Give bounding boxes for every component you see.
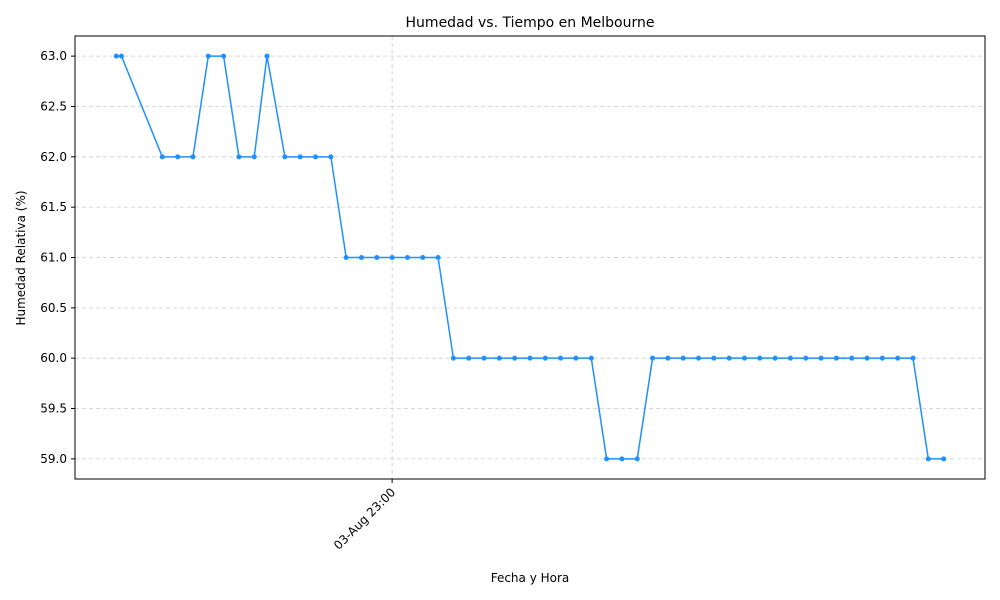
- y-tick-label: 62.0: [40, 150, 67, 164]
- y-tick-label: 62.5: [40, 99, 67, 113]
- data-point: [404, 255, 410, 260]
- data-point: [604, 456, 610, 462]
- data-point: [665, 355, 671, 361]
- data-point: [205, 53, 211, 59]
- data-point: [864, 355, 870, 361]
- chart-title: Humedad vs. Tiempo en Melbourne: [406, 15, 655, 31]
- data-point: [450, 355, 456, 361]
- y-tick-label: 60.5: [40, 301, 67, 315]
- data-point: [389, 255, 395, 260]
- data-point: [772, 355, 778, 361]
- y-axis-label: Humedad Relativa (%): [14, 190, 28, 325]
- y-tick-label: 61.5: [40, 200, 67, 214]
- data-point: [757, 355, 763, 361]
- data-point: [221, 53, 227, 59]
- data-point: [159, 154, 165, 160]
- data-point: [328, 154, 334, 160]
- data-point: [496, 355, 502, 361]
- data-point: [542, 355, 548, 361]
- data-point: [374, 255, 380, 260]
- data-point: [558, 355, 564, 361]
- points-layer: [113, 53, 947, 462]
- data-point: [236, 154, 242, 160]
- data-point: [343, 255, 349, 260]
- data-point: [634, 456, 640, 462]
- y-tick-label: 63.0: [40, 49, 67, 63]
- data-point: [726, 355, 732, 361]
- series-layer: [116, 55, 944, 460]
- data-point: [175, 154, 181, 160]
- data-point: [787, 355, 793, 361]
- data-point: [297, 154, 303, 160]
- data-point: [833, 355, 839, 361]
- data-point: [282, 154, 288, 160]
- data-point: [466, 355, 472, 361]
- data-point: [925, 456, 931, 462]
- data-point: [481, 355, 487, 361]
- grid-layer: [75, 36, 985, 479]
- data-point: [849, 355, 855, 361]
- y-tick-label: 59.5: [40, 402, 67, 416]
- data-point: [264, 53, 270, 59]
- data-point: [941, 456, 947, 462]
- y-axis: 59.0 59.5 60.0 60.5 61.0 61.5 62.0 62.5 63.0: [40, 49, 75, 466]
- data-point: [895, 355, 901, 361]
- data-point: [680, 355, 686, 361]
- data-point: [190, 154, 196, 160]
- data-point: [588, 355, 594, 361]
- data-point: [879, 355, 885, 361]
- x-tick-label: 03-Aug 23:00: [331, 485, 398, 552]
- humidity-series-line: [116, 55, 944, 460]
- data-point: [113, 53, 119, 59]
- data-point: [650, 355, 656, 361]
- data-point: [696, 355, 702, 361]
- y-tick-label: 61.0: [40, 251, 67, 265]
- data-point: [313, 154, 319, 160]
- data-point: [512, 355, 518, 361]
- data-point: [741, 355, 747, 361]
- data-point: [818, 355, 824, 361]
- data-point: [251, 154, 257, 160]
- data-point: [358, 255, 364, 260]
- data-point: [527, 355, 533, 361]
- data-point: [420, 255, 426, 260]
- data-point: [910, 355, 916, 361]
- data-point: [118, 53, 124, 59]
- y-tick-label: 59.0: [40, 452, 67, 466]
- data-point: [573, 355, 579, 361]
- data-point: [435, 255, 441, 260]
- data-point: [619, 456, 625, 462]
- y-tick-label: 60.0: [40, 351, 67, 365]
- x-axis-label: Fecha y Hora: [491, 571, 570, 585]
- data-point: [803, 355, 809, 361]
- data-point: [711, 355, 717, 361]
- x-axis: 03-Aug 23:00: [331, 479, 398, 553]
